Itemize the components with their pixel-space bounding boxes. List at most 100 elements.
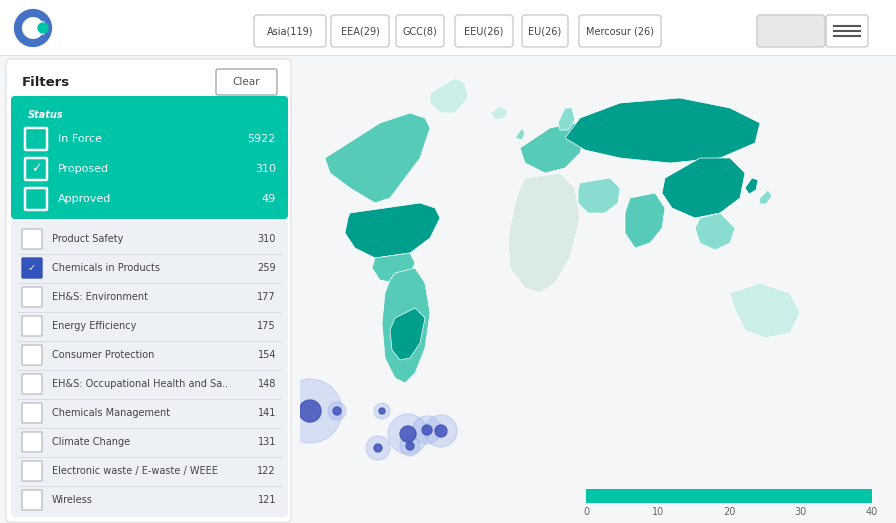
FancyBboxPatch shape [25,128,47,150]
Circle shape [425,415,457,447]
FancyBboxPatch shape [25,188,47,210]
Polygon shape [565,98,760,163]
Polygon shape [430,78,468,113]
FancyBboxPatch shape [22,258,42,278]
Circle shape [299,400,321,422]
Text: 131: 131 [258,437,276,447]
Circle shape [237,463,259,485]
Text: Chemicals Management: Chemicals Management [52,408,170,418]
Polygon shape [558,108,575,130]
Polygon shape [372,253,415,283]
FancyBboxPatch shape [22,461,42,481]
Text: Status: Status [28,110,64,120]
Text: Product Safety: Product Safety [52,234,124,244]
Text: 310: 310 [258,234,276,244]
Circle shape [178,406,202,430]
Bar [0,0,896,55]
Text: 259: 259 [257,263,276,273]
Circle shape [218,476,266,523]
Polygon shape [662,158,745,218]
FancyBboxPatch shape [11,96,288,219]
FancyBboxPatch shape [826,15,868,47]
Polygon shape [520,123,585,173]
Text: Electronic waste / E-waste / WEEE: Electronic waste / E-waste / WEEE [52,466,218,476]
Circle shape [247,480,255,488]
Circle shape [202,423,214,435]
Circle shape [388,414,428,454]
Text: Approved: Approved [58,194,111,204]
Text: 121: 121 [257,495,276,505]
Wedge shape [17,12,46,44]
Text: Consumer Protection: Consumer Protection [52,350,154,360]
Circle shape [38,23,48,33]
Text: Asia(119): Asia(119) [267,26,314,36]
FancyBboxPatch shape [25,158,47,180]
FancyBboxPatch shape [22,345,42,365]
Circle shape [319,485,337,503]
Circle shape [374,403,390,419]
FancyBboxPatch shape [22,374,42,394]
Polygon shape [695,213,735,250]
FancyBboxPatch shape [331,15,389,47]
FancyBboxPatch shape [22,287,42,307]
FancyBboxPatch shape [11,221,288,517]
Text: 49: 49 [262,194,276,204]
Polygon shape [382,268,430,383]
Circle shape [192,413,224,445]
Circle shape [435,425,447,437]
FancyBboxPatch shape [396,15,444,47]
Circle shape [333,407,341,415]
Text: In Force: In Force [58,134,102,144]
FancyBboxPatch shape [254,15,326,47]
Text: Mercosur (26): Mercosur (26) [586,26,654,36]
Text: ✓: ✓ [30,163,41,176]
Text: EH&S: Occupational Health and Sa..: EH&S: Occupational Health and Sa.. [52,379,228,389]
Polygon shape [390,308,425,360]
Text: Clear: Clear [232,77,260,87]
Text: Filters: Filters [22,75,70,88]
Circle shape [186,414,194,422]
Circle shape [400,426,416,442]
Polygon shape [325,113,430,203]
Circle shape [400,436,420,456]
Text: Energy Efficiency: Energy Efficiency [52,321,136,331]
Polygon shape [578,178,620,213]
Text: 141: 141 [258,408,276,418]
FancyBboxPatch shape [22,316,42,336]
FancyBboxPatch shape [579,15,661,47]
Circle shape [241,474,261,494]
Text: 5922: 5922 [247,134,276,144]
Circle shape [210,428,230,448]
Polygon shape [625,193,665,248]
Polygon shape [508,173,580,293]
Text: Wireless: Wireless [52,495,93,505]
Text: Proposed: Proposed [58,164,109,174]
Circle shape [160,405,170,415]
Circle shape [233,491,251,509]
FancyBboxPatch shape [22,403,42,423]
Polygon shape [490,106,508,120]
FancyBboxPatch shape [6,59,291,522]
Circle shape [406,442,414,450]
Text: 148: 148 [258,379,276,389]
FancyBboxPatch shape [22,490,42,510]
FancyBboxPatch shape [216,69,277,95]
Text: EU(26): EU(26) [529,26,562,36]
Circle shape [216,434,224,442]
Polygon shape [515,128,525,140]
Circle shape [422,425,432,435]
Circle shape [151,396,179,424]
FancyBboxPatch shape [522,15,568,47]
Text: GCC(8): GCC(8) [402,26,437,36]
Text: Chemicals in Products: Chemicals in Products [52,263,160,273]
Text: Climate Change: Climate Change [52,437,130,447]
Circle shape [413,416,441,444]
Polygon shape [745,178,758,194]
Text: EEU(26): EEU(26) [464,26,504,36]
Text: EEA(29): EEA(29) [340,26,379,36]
Polygon shape [345,203,440,258]
Text: EH&S: Environment: EH&S: Environment [52,292,148,302]
Polygon shape [730,283,800,338]
FancyBboxPatch shape [22,229,42,249]
Circle shape [379,408,385,414]
